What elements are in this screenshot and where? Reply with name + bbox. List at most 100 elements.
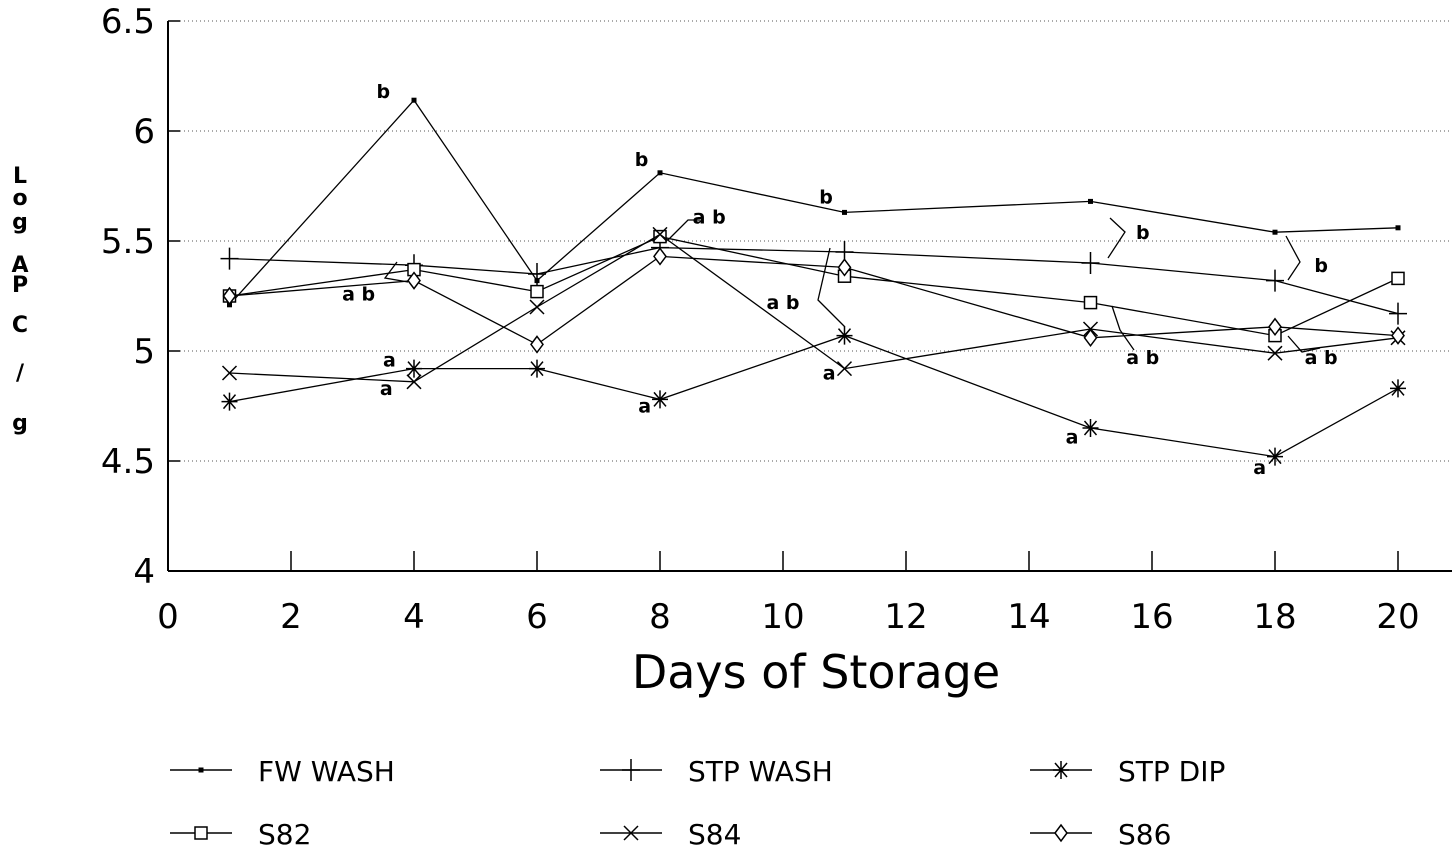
data-point — [530, 284, 544, 299]
y-tick-label: 6 — [133, 112, 155, 152]
legend-item: S82 — [170, 818, 311, 851]
legend-label: S84 — [688, 818, 741, 851]
data-point — [411, 97, 417, 103]
annotation-label: a — [1253, 457, 1266, 479]
y-tick-labels: 4 4.5 5 5.5 6 6.5 — [101, 2, 155, 592]
legend-label: S82 — [258, 818, 311, 851]
legend-item: S86 — [1030, 818, 1171, 851]
bracket-ab-15 — [1111, 305, 1135, 351]
data-point — [407, 271, 421, 290]
y-label-char: C — [12, 313, 28, 338]
bracket-ab-8 — [667, 219, 700, 241]
data-point — [837, 258, 852, 277]
x-tick-label: 20 — [1376, 597, 1419, 637]
y-label-char: g — [12, 411, 28, 436]
x-tick-label: 18 — [1253, 597, 1296, 637]
bracket-stp-fw-15 — [1107, 217, 1126, 259]
x-axis-label: Days of Storage — [632, 645, 1000, 699]
data-point — [1395, 225, 1401, 231]
bracket-stp-fw-18 — [1285, 235, 1301, 281]
legend-label: STP DIP — [1118, 755, 1225, 788]
series-line — [229, 233, 1399, 383]
legend-marker — [623, 825, 639, 841]
annotation-label: b — [1136, 222, 1150, 244]
bracket-s86-4 — [383, 261, 409, 283]
annotation-label: a b — [766, 292, 799, 314]
data-point — [1083, 328, 1098, 348]
data-point — [1390, 379, 1406, 398]
data-point — [653, 229, 667, 244]
y-tick-label: 4 — [133, 552, 155, 592]
data-point — [529, 299, 545, 315]
data-point — [1083, 295, 1098, 310]
annotation-label: a — [823, 363, 836, 385]
data-point — [529, 359, 545, 378]
annotation-label: a — [638, 396, 651, 418]
data-point — [1391, 271, 1405, 286]
data-point — [220, 247, 239, 270]
y-label-char: o — [12, 186, 27, 211]
data-point — [406, 359, 422, 378]
annotation-label: a — [380, 378, 393, 400]
x-tick-label: 0 — [157, 597, 179, 637]
legend-label: STP WASH — [688, 755, 833, 788]
series-line — [229, 246, 1399, 315]
data-point — [1391, 326, 1405, 345]
x-tick-label: 10 — [761, 597, 804, 637]
data-point — [221, 365, 238, 381]
annotation-label: b — [635, 149, 649, 171]
legend-label: S86 — [1118, 818, 1171, 851]
annotation-label: a b — [342, 283, 375, 305]
legend-item: S84 — [600, 818, 741, 851]
data-point — [836, 361, 853, 377]
series-line — [229, 255, 1399, 346]
data-point — [222, 286, 237, 306]
legend-marker — [198, 767, 204, 773]
series-s82 — [222, 229, 1405, 343]
grid-lines — [168, 20, 1452, 462]
axes — [167, 20, 1452, 572]
data-point — [653, 247, 667, 266]
data-point — [1088, 198, 1093, 204]
annotation-label: a b — [693, 206, 726, 228]
y-tick-label: 5.5 — [101, 222, 155, 262]
y-label-char: L — [13, 164, 27, 189]
x-tick-labels: 0 2 4 6 8 10 12 14 16 18 20 — [157, 597, 1419, 637]
annotation-label: b — [819, 187, 833, 209]
y-label-char: / — [16, 361, 25, 386]
series-line — [229, 334, 1399, 458]
series-line — [229, 99, 1399, 306]
bracket-ab-18 — [1287, 335, 1321, 353]
data-point — [652, 390, 668, 409]
legend-marker — [194, 826, 208, 840]
annotation-label: b — [1314, 255, 1328, 277]
legend-item: STP WASH — [600, 755, 833, 788]
y-tick-label: 5 — [133, 332, 155, 372]
x-tick-label: 14 — [1007, 597, 1050, 637]
annotation-label: a b — [1126, 347, 1159, 369]
data-point — [1266, 269, 1284, 292]
data-point — [406, 374, 422, 390]
x-tick-label: 12 — [884, 597, 927, 637]
data-point — [1267, 447, 1283, 466]
data-point — [1268, 317, 1282, 337]
data-point — [528, 263, 546, 285]
series-s86 — [222, 247, 1405, 354]
annotation-label: a — [1066, 426, 1079, 448]
legend-label: FW WASH — [258, 755, 395, 788]
legend-marker — [622, 759, 640, 781]
series-layer — [220, 97, 1407, 466]
x-tick-label: 16 — [1130, 597, 1173, 637]
data-point — [1082, 419, 1099, 437]
data-point — [221, 392, 238, 411]
series-line — [229, 235, 1399, 337]
legend-marker — [1053, 761, 1069, 779]
annotation-label: a — [383, 349, 396, 371]
x-tick-label: 8 — [649, 597, 671, 637]
legend-item: STP DIP — [1030, 755, 1225, 788]
bracket-ab-11 — [817, 247, 846, 328]
data-point — [1272, 229, 1278, 235]
